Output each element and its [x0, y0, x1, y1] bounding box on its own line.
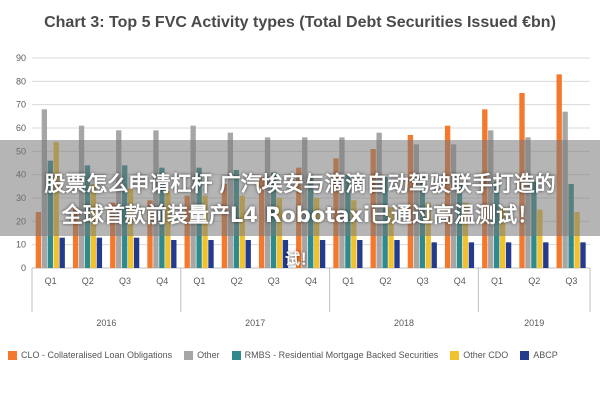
x-tick-label: Q3	[565, 276, 577, 286]
legend-label: ABCP	[533, 350, 558, 360]
bar	[208, 240, 214, 268]
y-tick-label: 10	[16, 240, 26, 250]
x-tick-label: Q2	[82, 276, 94, 286]
x-tick-label: Q1	[193, 276, 205, 286]
legend-item: ABCP	[520, 350, 558, 360]
bar	[96, 237, 103, 268]
legend-label: Other	[197, 350, 220, 360]
bar	[431, 242, 437, 268]
year-group-label: 2016	[96, 318, 116, 328]
x-tick-label: Q1	[491, 276, 503, 286]
overlay-text-line-1: 股票怎么申请杠杆 广汽埃安与滴滴自动驾驶联手打造的	[44, 172, 556, 196]
bar	[357, 240, 363, 268]
overlay-text-line-3: 试！	[284, 250, 315, 268]
y-tick-label: 0	[21, 263, 26, 273]
overlay-banner	[0, 140, 600, 236]
bar	[468, 242, 475, 268]
year-group-label: 2018	[394, 318, 414, 328]
legend-swatch	[184, 350, 194, 360]
x-tick-label: Q1	[45, 276, 57, 286]
bar	[394, 240, 400, 268]
bar	[574, 212, 580, 268]
year-group-label: 2019	[524, 318, 544, 328]
legend-label: CLO - Collateralised Loan Obligations	[21, 350, 173, 360]
bar	[537, 209, 543, 268]
y-tick-label: 70	[16, 100, 26, 110]
bar	[35, 212, 42, 268]
legend-item: CLO - Collateralised Loan Obligations	[8, 350, 172, 360]
x-tick-label: Q3	[268, 276, 280, 286]
x-tick-label: Q4	[454, 276, 466, 286]
x-tick-label: Q2	[379, 276, 391, 286]
bar	[245, 240, 251, 268]
legend-item: Other CDO	[450, 350, 508, 360]
x-tick-label: Q4	[156, 276, 168, 286]
legend-swatch	[450, 350, 460, 360]
legend-swatch	[231, 350, 241, 360]
bar	[282, 240, 289, 268]
legend-item: Other	[184, 350, 220, 360]
x-tick-label: Q2	[231, 276, 243, 286]
bar	[499, 207, 506, 268]
bar	[505, 242, 512, 268]
x-tick-label: Q3	[119, 276, 131, 286]
y-tick-label: 90	[16, 53, 26, 63]
y-tick-label: 80	[16, 76, 26, 86]
chart-legend: CLO - Collateralised Loan Obligations Oth…	[8, 350, 598, 360]
bar	[171, 240, 177, 268]
bar	[59, 237, 65, 268]
legend-label: Other CDO	[463, 350, 509, 360]
x-tick-label: Q4	[305, 276, 317, 286]
chart-title: Chart 3: Top 5 FVC Activity types (Total…	[44, 14, 556, 31]
y-tick-label: 60	[16, 123, 26, 133]
bar	[319, 240, 326, 268]
bar	[72, 207, 79, 268]
legend-label: RMBS - Residential Mortgage Backed Secur…	[244, 350, 439, 360]
bar	[580, 242, 586, 268]
bar	[133, 237, 140, 268]
x-tick-label: Q2	[528, 276, 540, 286]
year-group-label: 2017	[245, 318, 265, 328]
bar	[543, 242, 549, 268]
overlay-text-line-2: 全球首款前装量产L4 Robotaxi已通过高温测试！	[61, 203, 539, 227]
x-tick-label: Q1	[342, 276, 354, 286]
legend-swatch	[8, 350, 17, 360]
bar	[388, 207, 394, 268]
legend-item: RMBS - Residential Mortgage Backed Secur…	[231, 350, 439, 360]
legend-swatch	[520, 350, 530, 360]
x-tick-label: Q3	[417, 276, 429, 286]
